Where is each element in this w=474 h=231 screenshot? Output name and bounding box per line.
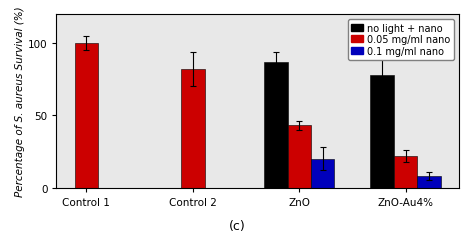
- Bar: [417, 176, 441, 188]
- Bar: [181, 70, 204, 188]
- Bar: [371, 76, 394, 188]
- Bar: [394, 156, 417, 188]
- Text: (c): (c): [228, 219, 246, 231]
- Bar: [264, 63, 288, 188]
- Y-axis label: Percentage of S. aureus Survival (%): Percentage of S. aureus Survival (%): [15, 6, 25, 196]
- Bar: [288, 126, 311, 188]
- Legend: no light + nano, 0.05 mg/ml nano, 0.1 mg/ml nano: no light + nano, 0.05 mg/ml nano, 0.1 mg…: [347, 20, 454, 60]
- Bar: [75, 44, 98, 188]
- Bar: [311, 159, 334, 188]
